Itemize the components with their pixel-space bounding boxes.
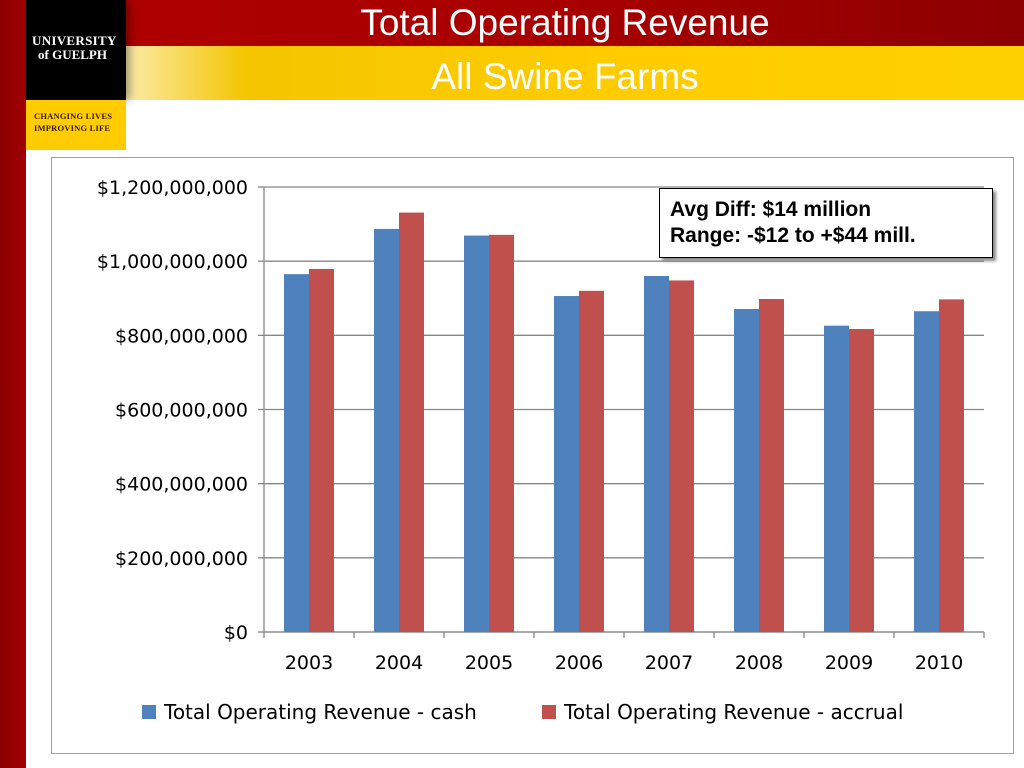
- bar-cash-2008: [734, 309, 759, 632]
- bar-cash-2009: [824, 325, 849, 632]
- chart-frame: $0 $200,000,000 $400,000,000 $600,000,000 $8…: [51, 157, 1014, 754]
- x-tick-label: 2008: [735, 652, 783, 674]
- bar-accrual-2007: [669, 280, 694, 632]
- bar-accrual-2004: [399, 212, 424, 632]
- x-tick-label: 2010: [915, 652, 963, 674]
- university-logo: UNIVERSITY of GUELPH: [26, 0, 126, 100]
- slide-title: Total Operating Revenue: [360, 2, 770, 43]
- left-accent-strip: [0, 0, 26, 768]
- y-tick-label: $0: [224, 622, 248, 644]
- legend-label-cash: Total Operating Revenue - cash: [163, 700, 477, 724]
- bar-accrual-2008: [759, 298, 784, 632]
- y-tick-label: $800,000,000: [115, 325, 248, 347]
- annotation-avg-diff: Avg Diff: $14 million: [670, 198, 872, 221]
- logo-line-2: of GUELPH: [38, 47, 107, 62]
- logo-line-1: UNIVERSITY: [32, 33, 117, 48]
- x-tick-label: 2009: [825, 652, 873, 674]
- legend-swatch-accrual: [542, 705, 556, 719]
- y-tick-label: $400,000,000: [115, 474, 248, 496]
- y-tick-label: $1,200,000,000: [97, 177, 248, 199]
- bar-accrual-2003: [309, 268, 334, 632]
- tagline-line-2: Improving Life: [34, 123, 111, 133]
- bar-cash-2006: [554, 296, 579, 632]
- bar-cash-2005: [464, 235, 489, 632]
- y-tick-label: $1,000,000,000: [97, 251, 248, 273]
- annotation-range: Range: -$12 to +$44 mill.: [670, 224, 916, 247]
- bar-cash-2003: [284, 274, 309, 632]
- y-tick-label: $200,000,000: [115, 548, 248, 570]
- x-tick-label: 2005: [465, 652, 513, 674]
- bar-accrual-2005: [489, 234, 514, 632]
- annotation-box: Avg Diff: $14 million Range: -$12 to +$4…: [659, 188, 993, 258]
- x-tick-label: 2007: [645, 652, 693, 674]
- logo-text: UNIVERSITY of GUELPH: [32, 34, 122, 62]
- bar-cash-2007: [644, 276, 669, 632]
- x-tick-label: 2004: [375, 652, 423, 674]
- bar-accrual-2009: [849, 329, 874, 632]
- header-red-band: [26, 0, 1024, 46]
- tagline-text: Changing Lives Improving Life: [34, 110, 124, 134]
- tagline-line-1: Changing Lives: [34, 111, 113, 121]
- bar-accrual-2010: [939, 299, 964, 632]
- legend-swatch-cash: [142, 705, 156, 719]
- bar-chart: $0 $200,000,000 $400,000,000 $600,000,000 $8…: [97, 177, 985, 724]
- x-tick-label: 2006: [555, 652, 603, 674]
- bar-cash-2004: [374, 228, 399, 632]
- slide-subtitle: All Swine Farms: [431, 56, 699, 97]
- bar-cash-2010: [914, 311, 939, 632]
- bar-accrual-2006: [579, 290, 604, 632]
- tagline-box: Changing Lives Improving Life: [26, 100, 126, 150]
- legend-label-accrual: Total Operating Revenue - accrual: [563, 700, 903, 724]
- x-tick-label: 2003: [285, 652, 333, 674]
- y-tick-label: $600,000,000: [115, 400, 248, 422]
